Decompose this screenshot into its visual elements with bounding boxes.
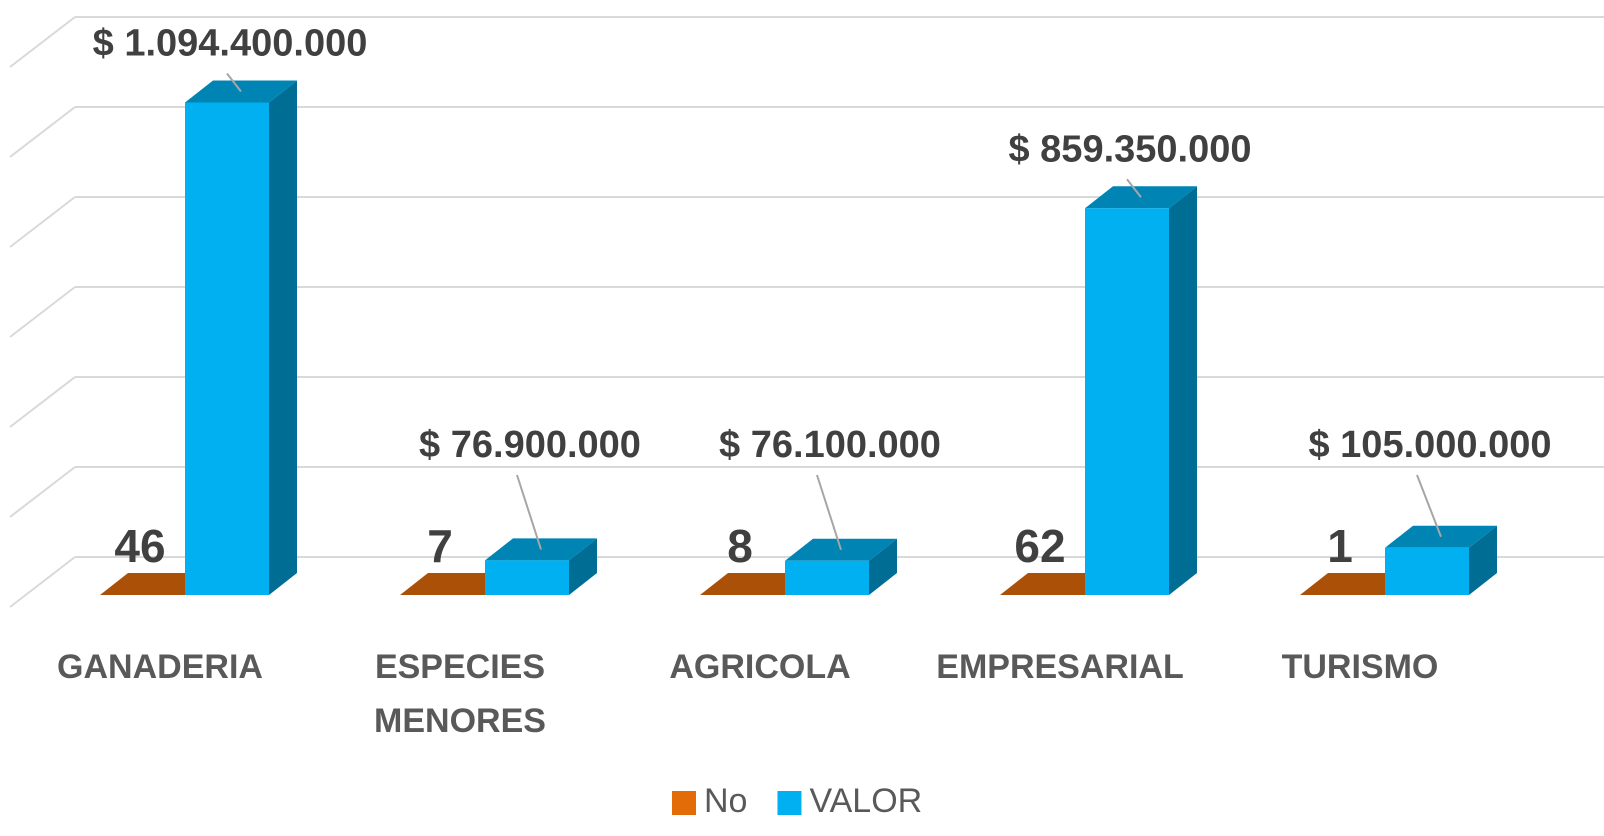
legend-swatch bbox=[672, 791, 696, 815]
bar-face bbox=[100, 573, 213, 595]
grid-line-side bbox=[9, 376, 76, 428]
data-label: 1 bbox=[1327, 520, 1353, 572]
legend-label: VALOR bbox=[809, 782, 922, 820]
data-label: 62 bbox=[1014, 520, 1065, 572]
bar-face bbox=[569, 538, 597, 595]
bar-face bbox=[785, 560, 869, 595]
bar-face bbox=[1085, 208, 1169, 596]
bar bbox=[1085, 186, 1197, 596]
data-label: $ 859.350.000 bbox=[1008, 128, 1251, 170]
x-tick-label: EMPRESARIAL bbox=[936, 648, 1184, 686]
grid-line-side bbox=[9, 106, 76, 158]
x-tick-label: AGRICOLA bbox=[669, 648, 851, 686]
data-label: $ 1.094.400.000 bbox=[93, 23, 368, 65]
bar-face bbox=[185, 102, 269, 596]
grid-line-side bbox=[9, 16, 76, 68]
bar-face bbox=[1169, 186, 1197, 596]
leader-line bbox=[516, 474, 542, 550]
x-tick-label: GANADERIA bbox=[57, 648, 263, 686]
bar-face bbox=[869, 538, 897, 595]
legend-swatch bbox=[777, 791, 802, 815]
bar-face bbox=[400, 573, 513, 595]
bar bbox=[485, 538, 597, 595]
grid-line-side bbox=[9, 286, 76, 338]
bar-face bbox=[1300, 573, 1413, 595]
x-tick-label: TURISMO bbox=[1281, 648, 1439, 686]
grid-line-side bbox=[9, 196, 76, 248]
bar bbox=[1300, 573, 1413, 595]
bar bbox=[1000, 573, 1113, 595]
leader-line bbox=[226, 72, 242, 93]
x-tick-label: ESPECIES MENORES bbox=[374, 648, 546, 740]
legend-label: No bbox=[704, 782, 747, 820]
bar-face bbox=[269, 80, 297, 595]
bar bbox=[400, 573, 513, 595]
bar bbox=[1385, 525, 1497, 595]
bar bbox=[185, 80, 297, 596]
grid-line-side bbox=[9, 556, 76, 608]
bar-face bbox=[1469, 525, 1497, 595]
bar-face bbox=[485, 560, 569, 595]
bar bbox=[700, 573, 813, 595]
data-label: 7 bbox=[427, 520, 453, 572]
leader-line bbox=[816, 474, 842, 551]
data-label: 8 bbox=[727, 520, 753, 572]
leader-line bbox=[1416, 474, 1442, 538]
data-label: $ 76.900.000 bbox=[419, 424, 641, 466]
grid-line-side bbox=[9, 466, 76, 518]
data-label: $ 76.100.000 bbox=[719, 424, 941, 466]
data-label: 46 bbox=[114, 520, 165, 572]
bar bbox=[100, 573, 213, 595]
leader-line bbox=[1126, 178, 1142, 198]
bar-face bbox=[700, 573, 813, 595]
data-label: $ 105.000.000 bbox=[1308, 424, 1551, 466]
bar-face bbox=[1000, 573, 1113, 595]
bar-face bbox=[1385, 547, 1469, 595]
